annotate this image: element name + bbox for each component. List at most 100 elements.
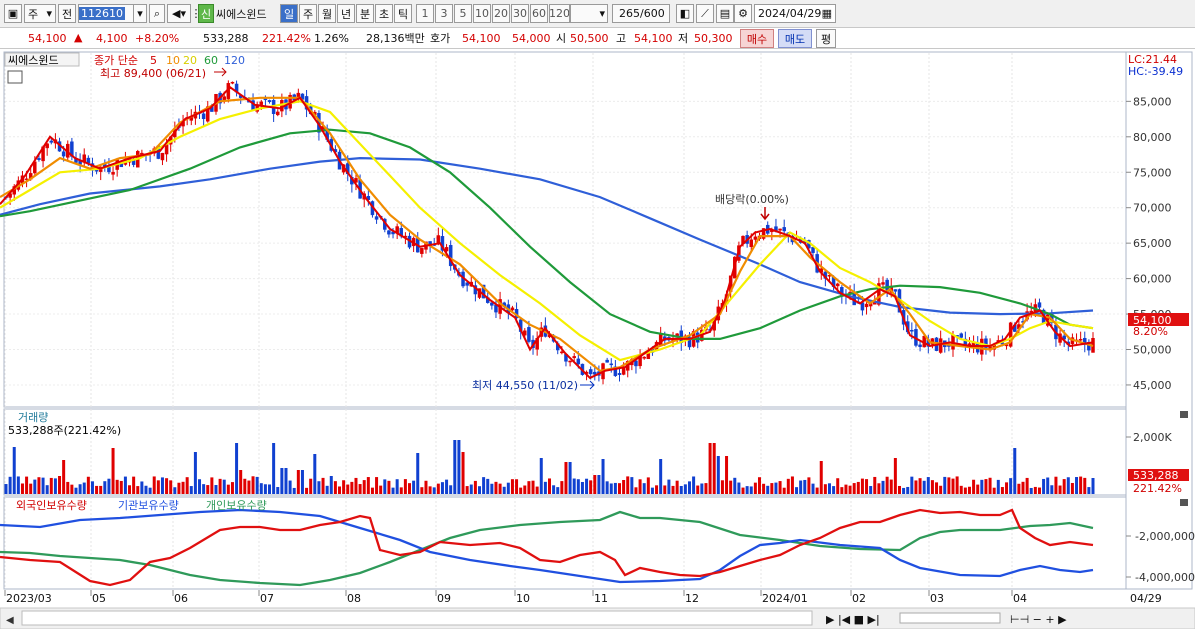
volume-bar bbox=[515, 479, 519, 494]
volume-bar bbox=[679, 485, 683, 494]
volume-bar bbox=[305, 487, 309, 494]
gear-icon[interactable]: ⚙ bbox=[734, 4, 752, 23]
average-button[interactable]: 평 bbox=[816, 29, 836, 48]
candle-body bbox=[259, 101, 264, 105]
buy-button[interactable]: 매수 bbox=[740, 29, 774, 48]
range-select[interactable]: ▾ bbox=[570, 4, 608, 23]
volume-bar bbox=[313, 454, 317, 494]
interval-button-20[interactable]: 20 bbox=[492, 4, 510, 23]
sell-button[interactable]: 매도 bbox=[778, 29, 812, 48]
period-tab-2[interactable]: 월 bbox=[318, 4, 336, 23]
candle-body bbox=[860, 302, 865, 311]
volume-bar bbox=[704, 483, 708, 494]
volume-ratio-text: 221.42% bbox=[1133, 482, 1182, 495]
draw-line-icon[interactable]: ⟋ bbox=[696, 4, 714, 23]
price-tick: 60,000 bbox=[1133, 273, 1172, 286]
chart-tool-icon[interactable]: ◧ bbox=[676, 4, 694, 23]
interval-button-120[interactable]: 120 bbox=[549, 4, 570, 23]
volume-bar bbox=[692, 476, 696, 494]
search-icon[interactable]: ⌕ bbox=[149, 4, 165, 23]
volume-bar bbox=[62, 460, 66, 494]
interval-button-10[interactable]: 10 bbox=[473, 4, 491, 23]
period-tab-1[interactable]: 주 bbox=[299, 4, 317, 23]
volume-bar bbox=[510, 479, 514, 494]
interval-button-60[interactable]: 60 bbox=[530, 4, 548, 23]
volume-bar bbox=[391, 487, 395, 494]
volume-bar bbox=[659, 459, 663, 494]
volume-bar bbox=[58, 476, 62, 494]
interval-button-30[interactable]: 30 bbox=[511, 4, 529, 23]
code-dropdown-button[interactable]: ▾ bbox=[133, 4, 147, 23]
x-axis-label: 11 bbox=[594, 592, 608, 605]
volume-bar bbox=[580, 482, 584, 494]
date-picker[interactable]: 2024/04/29 ▦ bbox=[754, 4, 836, 23]
volume-bar bbox=[819, 461, 823, 494]
volume-bar bbox=[1058, 485, 1062, 494]
volume-bar bbox=[25, 476, 29, 494]
stock-code-input[interactable]: 112610 bbox=[78, 4, 138, 23]
volume-bar bbox=[132, 476, 136, 494]
volume-bar bbox=[757, 477, 761, 494]
interval-button-5[interactable]: 5 bbox=[454, 4, 472, 23]
volume-bar bbox=[778, 481, 782, 494]
scroll-left-icon[interactable]: ◀ bbox=[6, 615, 14, 626]
volume-bar bbox=[926, 477, 930, 494]
volume-bar bbox=[370, 487, 374, 494]
prev-day-button[interactable]: 전 bbox=[58, 4, 76, 23]
volume-bar bbox=[733, 477, 737, 494]
scroll-track[interactable] bbox=[21, 610, 813, 626]
zoom-slider[interactable] bbox=[899, 612, 1001, 624]
ma120-line bbox=[0, 156, 1094, 316]
volume-bar bbox=[943, 476, 947, 494]
candle-body bbox=[572, 356, 576, 359]
window-icon[interactable]: ▣ bbox=[4, 4, 22, 23]
volume-bar bbox=[634, 487, 638, 494]
volume-bar bbox=[420, 487, 424, 494]
period-tab-0[interactable]: 일 bbox=[280, 4, 298, 23]
volume-bar bbox=[902, 487, 906, 494]
price-tick: 70,000 bbox=[1133, 202, 1172, 215]
volume-bar bbox=[963, 487, 967, 494]
interval-button-3[interactable]: 3 bbox=[435, 4, 453, 23]
range-value: 265 bbox=[619, 7, 640, 20]
candle-body bbox=[510, 307, 515, 311]
playback-controls[interactable]: ▶ |◀ ■ ▶| bbox=[826, 613, 880, 626]
sound-icon[interactable]: ◀▾ bbox=[167, 4, 191, 23]
holder-lines bbox=[0, 508, 1094, 587]
period-tab-4[interactable]: 분 bbox=[356, 4, 374, 23]
volume-bar bbox=[700, 483, 704, 494]
open-label: 시 bbox=[556, 32, 567, 45]
volume-bar bbox=[300, 470, 304, 494]
zoom-controls[interactable]: ⊢⊣ − + ▶ bbox=[1010, 613, 1067, 626]
volume-bar bbox=[1070, 482, 1074, 494]
volume-bar bbox=[8, 476, 12, 494]
period-tab-3[interactable]: 년 bbox=[337, 4, 355, 23]
volume-bar bbox=[1009, 478, 1013, 494]
close-icon[interactable] bbox=[1180, 411, 1188, 418]
table-toggle-icon[interactable] bbox=[7, 70, 23, 84]
save-icon[interactable]: ▤ bbox=[716, 4, 734, 23]
candle-body bbox=[605, 359, 609, 363]
volume-bar bbox=[980, 479, 984, 494]
volume-bar bbox=[317, 481, 321, 494]
price-tick: 50,000 bbox=[1133, 344, 1172, 357]
market-select[interactable]: 주 ▾ bbox=[24, 4, 56, 23]
range-input[interactable]: 265/600 bbox=[612, 4, 670, 23]
volume-bar bbox=[638, 479, 642, 494]
volume-bar bbox=[959, 485, 963, 494]
interval-button-1[interactable]: 1 bbox=[416, 4, 434, 23]
volume-bar bbox=[284, 468, 288, 494]
period-tab-5[interactable]: 초 bbox=[375, 4, 393, 23]
new-badge[interactable]: 신 bbox=[198, 4, 214, 23]
x-axis-label: 10 bbox=[516, 592, 530, 605]
candle-body bbox=[49, 140, 54, 143]
x-axis-label: 05 bbox=[92, 592, 106, 605]
volume-bar bbox=[683, 484, 687, 494]
close-icon[interactable] bbox=[1180, 499, 1188, 506]
holder-tick: -4,000,000 bbox=[1135, 571, 1195, 584]
period-tab-6[interactable]: 틱 bbox=[394, 4, 412, 23]
dividend-annotation: 배당락(0.00%) bbox=[715, 193, 789, 206]
candle-body bbox=[588, 369, 593, 375]
volume-bar bbox=[918, 478, 922, 494]
volume-bar bbox=[449, 485, 453, 494]
